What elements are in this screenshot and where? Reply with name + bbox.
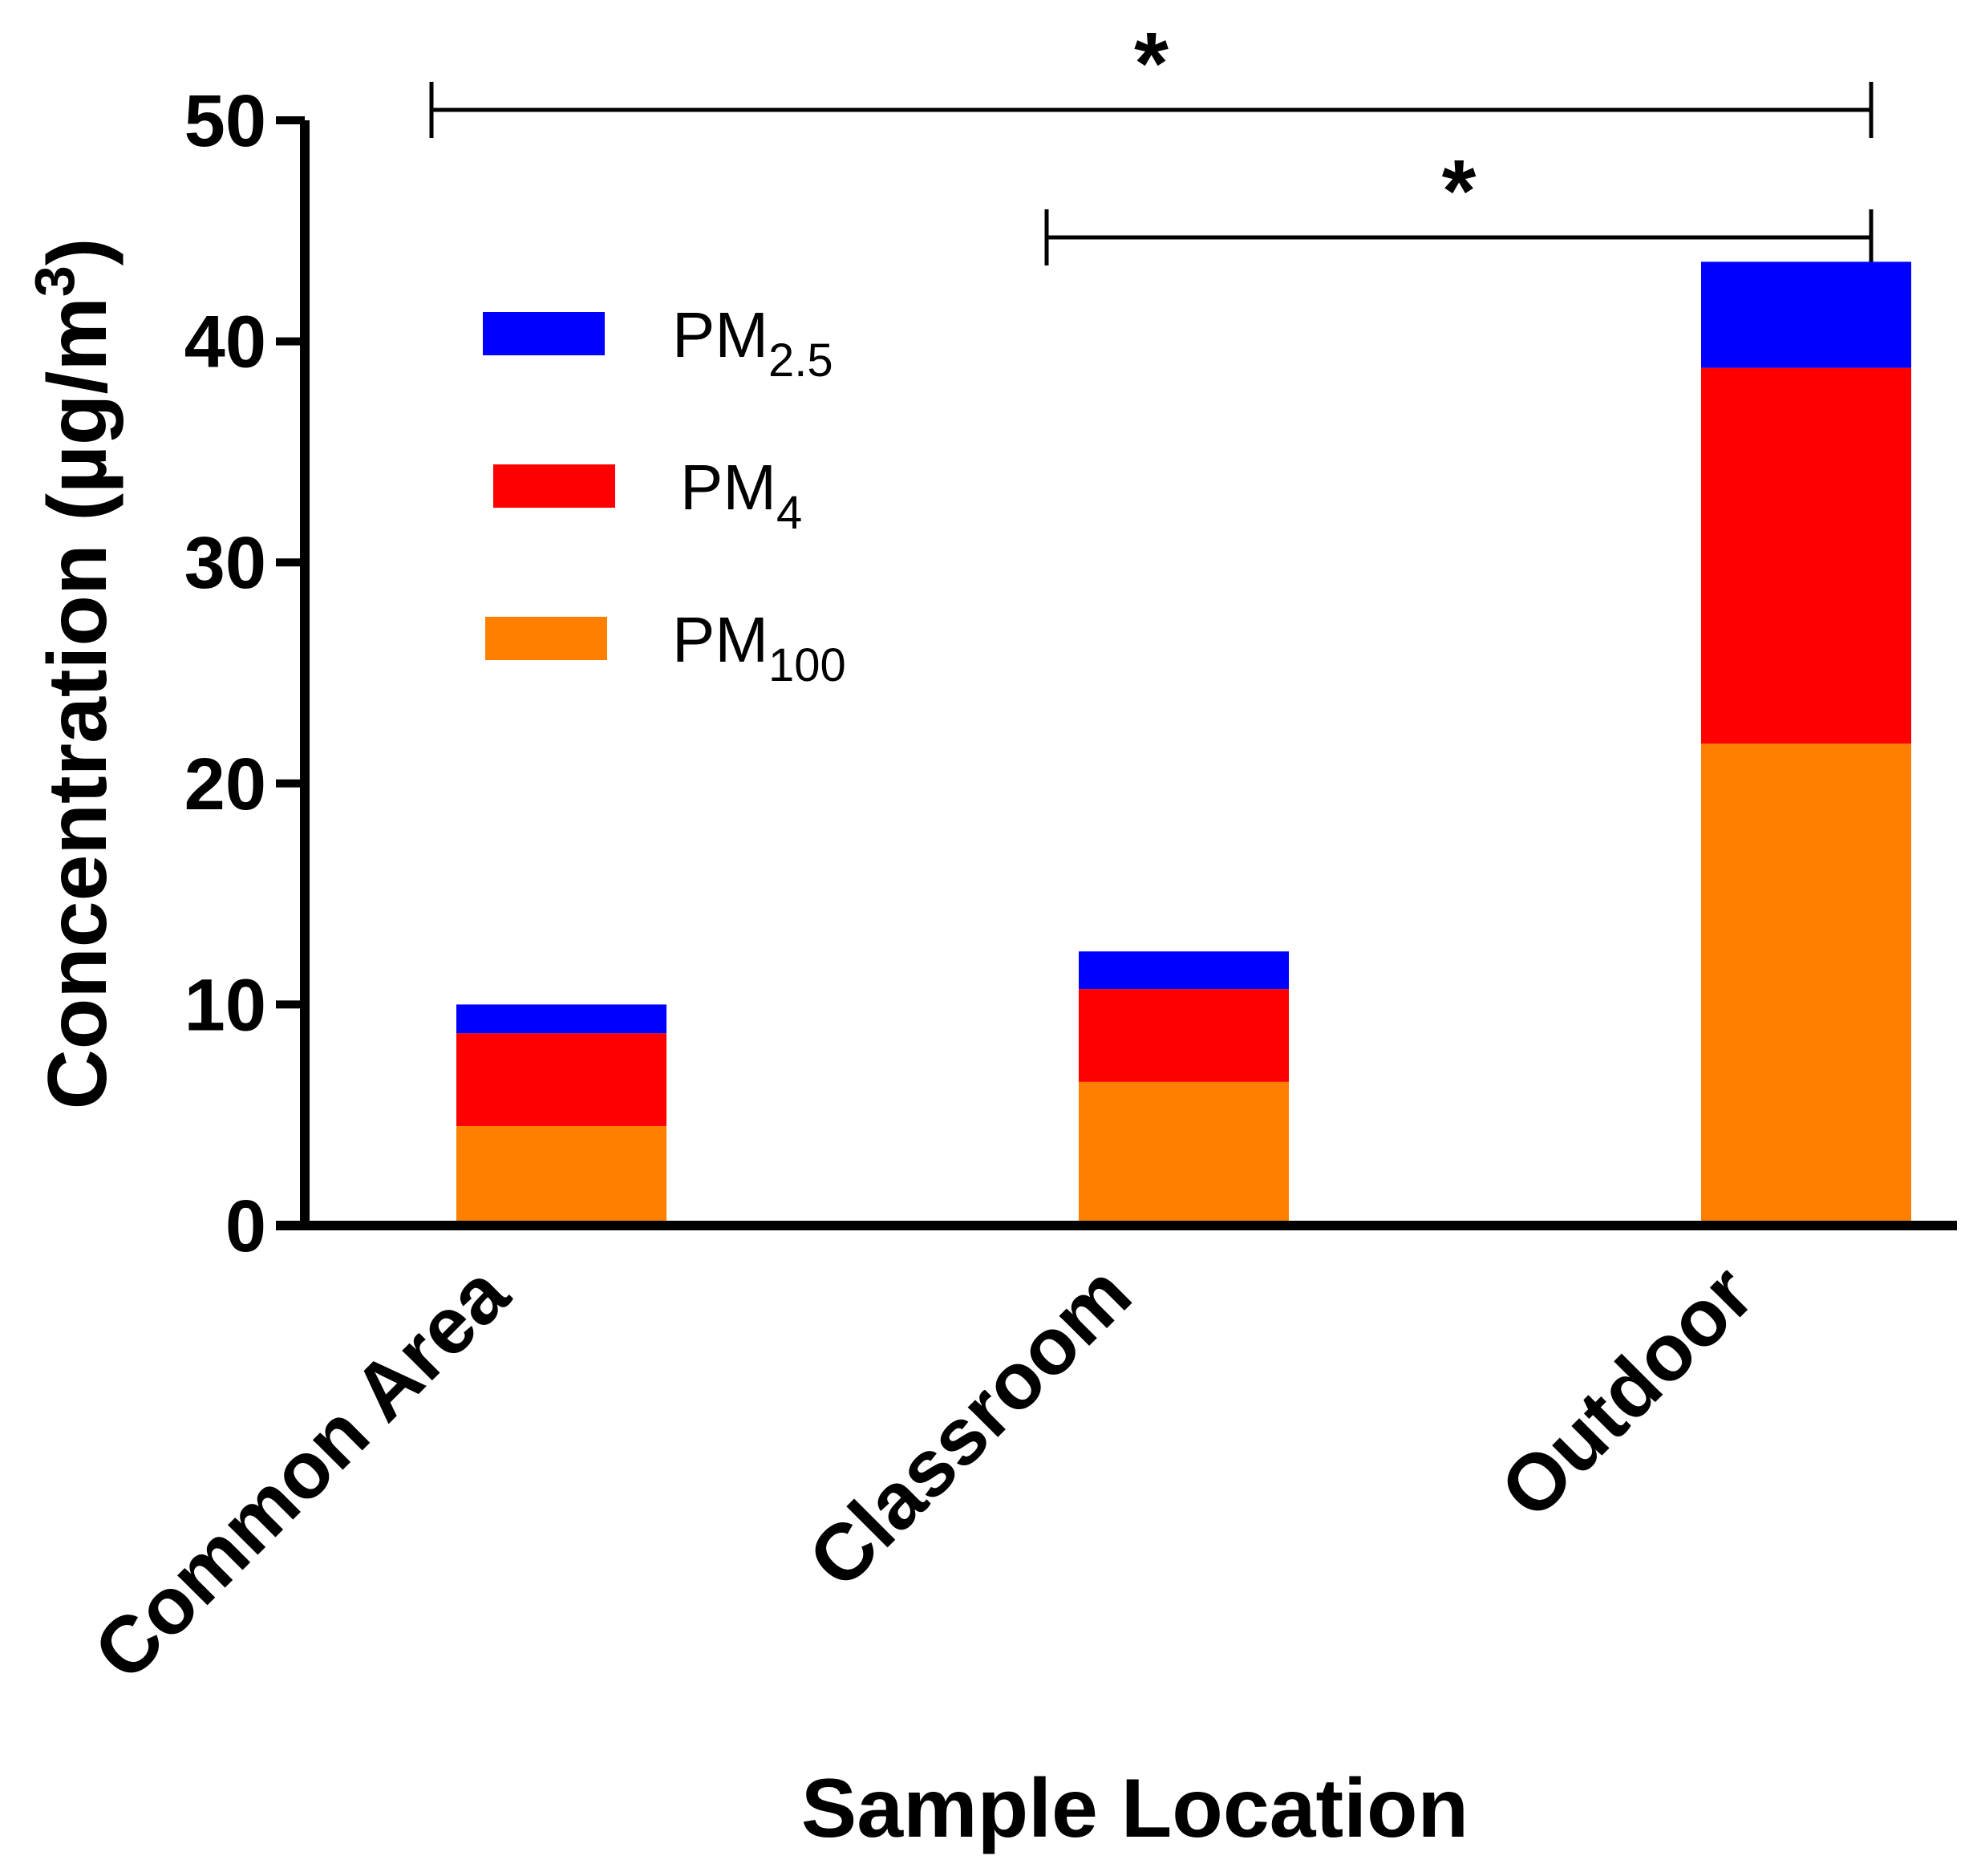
y-tick-label-10: 10 bbox=[184, 964, 266, 1046]
y-tick-label-0: 0 bbox=[225, 1185, 266, 1267]
x-category-label-outdoor: Outdoor bbox=[1484, 1248, 1771, 1535]
bar-common-area-pm4 bbox=[456, 1033, 666, 1126]
y-axis-title-superscript: 3 bbox=[23, 265, 86, 297]
x-axis-title: Sample Location bbox=[801, 1762, 1469, 1855]
bar-outdoor-pm2-5 bbox=[1701, 261, 1911, 368]
legend-label-pm100: PM100 bbox=[672, 604, 846, 691]
bar-classroom-pm2-5 bbox=[1079, 951, 1289, 990]
legend-label-base-pm2-5: PM bbox=[672, 299, 768, 371]
x-category-label-classroom: Classroom bbox=[792, 1248, 1148, 1605]
bar-common-area-pm2-5 bbox=[456, 1004, 666, 1034]
legend-label-sub-pm4: 4 bbox=[776, 487, 802, 539]
bar-common-area-pm100 bbox=[456, 1125, 666, 1226]
legend-swatch-pm2-5 bbox=[483, 312, 605, 355]
bars bbox=[456, 261, 1911, 1226]
legend-label-base-pm100: PM bbox=[672, 604, 768, 675]
legend-swatch-pm100 bbox=[485, 617, 607, 660]
x-category-label-common-area: Common Area bbox=[77, 1247, 527, 1697]
y-tick-label-50: 50 bbox=[184, 80, 266, 162]
significance-classroom-outdoor-label: * bbox=[1442, 142, 1477, 241]
significance-common-area-outdoor-label: * bbox=[1134, 14, 1169, 113]
y-tick-label-30: 30 bbox=[184, 522, 266, 604]
bar-classroom-pm100 bbox=[1079, 1081, 1289, 1226]
bar-classroom-pm4 bbox=[1079, 989, 1289, 1082]
legend-label-sub-pm2-5: 2.5 bbox=[768, 334, 833, 387]
legend-label-pm2-5: PM2.5 bbox=[672, 299, 833, 387]
legend-swatch-pm4 bbox=[493, 464, 615, 508]
y-axis-title-close: ) bbox=[31, 238, 124, 266]
significance-brackets: ** bbox=[429, 14, 1874, 265]
legend-label-base-pm4: PM bbox=[680, 452, 776, 523]
legend-label-pm4: PM4 bbox=[680, 452, 802, 539]
bar-outdoor-pm100 bbox=[1701, 744, 1911, 1226]
y-tick-label-20: 20 bbox=[184, 744, 266, 825]
bar-outdoor-pm4 bbox=[1701, 367, 1911, 744]
legend-label-sub-pm100: 100 bbox=[768, 639, 846, 691]
y-tick-label-40: 40 bbox=[184, 302, 266, 383]
y-axis-title-main: Concentration (µg/m bbox=[31, 297, 124, 1109]
y-axis-title: Concentration (µg/m3) bbox=[23, 238, 124, 1110]
axes: 0 10 20 30 40 50 Common Area Classroom Outdoor Sa… bbox=[23, 80, 1957, 1855]
